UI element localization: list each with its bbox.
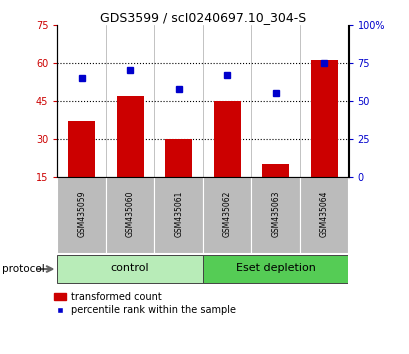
Bar [202, 255, 348, 283]
Bar [117, 96, 143, 177]
Text: Eset depletion: Eset depletion [235, 263, 315, 273]
Bar [262, 164, 288, 177]
Legend: transformed count, percentile rank within the sample: transformed count, percentile rank withi… [54, 292, 235, 315]
Bar [202, 177, 251, 253]
Text: GSM435062: GSM435062 [222, 190, 231, 237]
Text: GSM435059: GSM435059 [77, 190, 86, 237]
Text: GSM435064: GSM435064 [319, 190, 328, 237]
Text: GSM435060: GSM435060 [126, 190, 134, 237]
Text: GSM435063: GSM435063 [271, 190, 279, 237]
Bar [251, 177, 299, 253]
Bar [106, 177, 154, 253]
Bar [68, 121, 95, 177]
Bar [299, 177, 348, 253]
Text: protocol: protocol [2, 264, 45, 274]
Bar [154, 177, 202, 253]
Text: control: control [110, 263, 149, 273]
Text: GSM435061: GSM435061 [174, 190, 183, 237]
Bar [57, 255, 202, 283]
Bar [213, 101, 240, 177]
Bar [310, 60, 337, 177]
Title: GDS3599 / scI0240697.10_304-S: GDS3599 / scI0240697.10_304-S [99, 11, 306, 24]
Bar [165, 139, 191, 177]
Bar [57, 177, 106, 253]
